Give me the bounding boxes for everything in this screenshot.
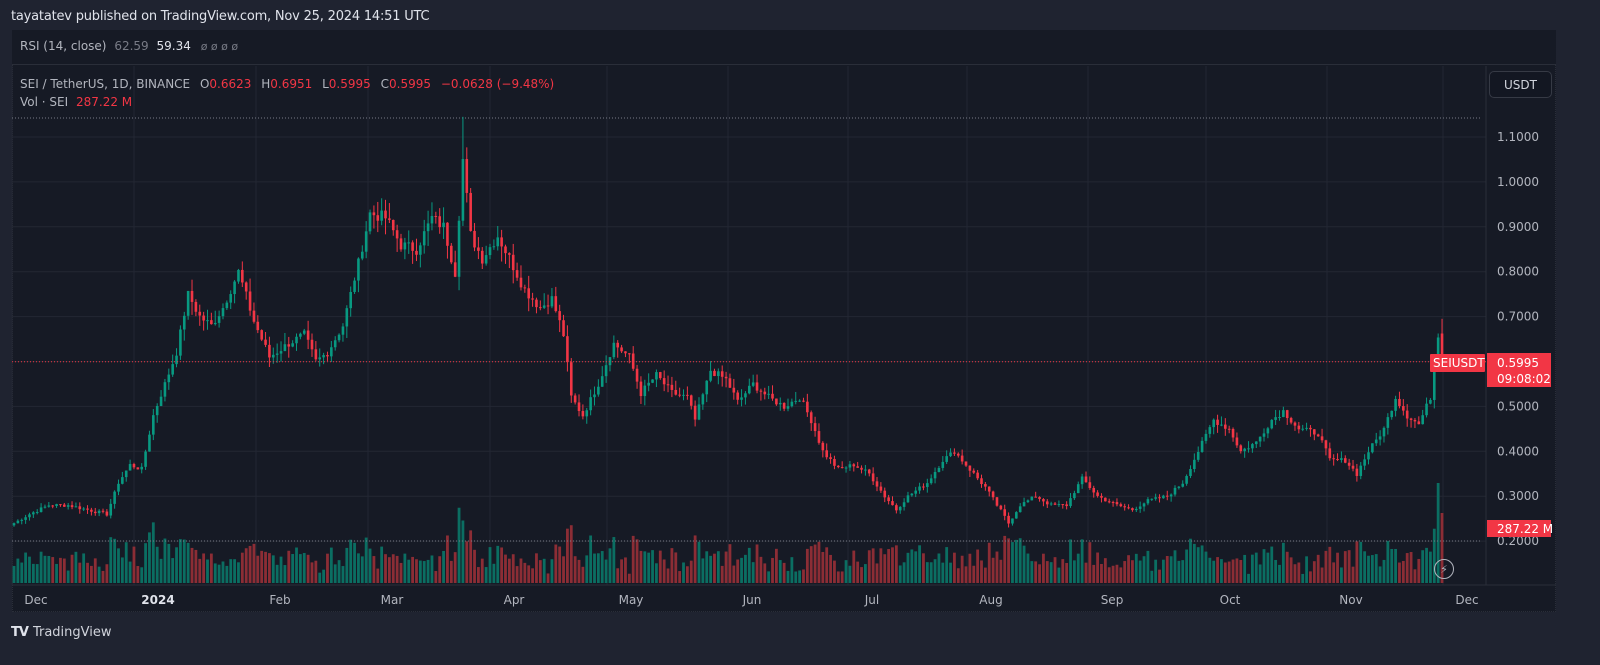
price-axis-label: 0.9000 — [1497, 220, 1539, 234]
last-price-tag — [1487, 353, 1551, 387]
price-axis-label: 0.5000 — [1497, 399, 1539, 413]
high-value: 0.6951 — [270, 77, 313, 91]
rsi-legend: RSI (14, close) 62.59 59.34 ø ø ø ø — [20, 39, 238, 53]
price-axis-label: 1.1000 — [1497, 130, 1539, 144]
time-axis-label: Oct — [1220, 593, 1241, 607]
price-axis-label: 0.3000 — [1497, 489, 1539, 503]
tradingview-logo-icon[interactable]: TV — [11, 625, 29, 640]
svg-text:0.5995: 0.5995 — [1497, 356, 1539, 370]
time-axis-label: Aug — [979, 593, 1002, 607]
price-axis-label: 0.4000 — [1497, 444, 1539, 458]
time-axis-label: 2024 — [141, 593, 174, 607]
price-axis-label: 1.0000 — [1497, 175, 1539, 189]
change-value: −0.0628 (−9.48%) — [440, 77, 555, 91]
time-axis-label: Feb — [269, 593, 290, 607]
low-value: 0.5995 — [328, 77, 371, 91]
time-axis-label: Jun — [742, 593, 762, 607]
volume-value: 287.22 M — [75, 95, 133, 109]
published-caption: tayatatev published on TradingView.com, … — [11, 9, 430, 24]
time-axis-label: Sep — [1101, 593, 1124, 607]
time-axis-label: Dec — [1455, 593, 1478, 607]
rsi-placeholders: ø ø ø ø — [200, 40, 239, 53]
time-axis-label: Nov — [1339, 593, 1362, 607]
svg-text:SEIUSDT: SEIUSDT — [1433, 356, 1485, 370]
time-axis-label: Mar — [381, 593, 404, 607]
symbol-price-tag — [1430, 354, 1485, 372]
time-axis-label: Dec — [24, 593, 47, 607]
symbol-name[interactable]: SEI / TetherUS, 1D, BINANCE — [20, 77, 191, 91]
rsi-value: 62.59 — [114, 39, 149, 53]
chart-frame — [12, 30, 1556, 612]
close-value: 0.5995 — [389, 77, 432, 91]
svg-text:287.22 M: 287.22 M — [1497, 522, 1553, 536]
footer: TV TradingView — [11, 625, 111, 640]
volume-row: Vol · SEI 287.22 M — [20, 93, 554, 111]
lightning-icon[interactable]: ⚡ — [1434, 559, 1454, 579]
ohlc-row: SEI / TetherUS, 1D, BINANCE O0.6623 H0.6… — [20, 77, 555, 91]
rsi-label: RSI (14, close) — [20, 39, 107, 53]
rsi-ma-value: 59.34 — [156, 39, 191, 53]
volume-label: Vol · SEI — [20, 95, 69, 109]
rsi-pane[interactable] — [12, 30, 1556, 65]
open-value: 0.6623 — [209, 77, 252, 91]
price-axis-label: 0.8000 — [1497, 265, 1539, 279]
brand-name[interactable]: TradingView — [32, 625, 112, 640]
svg-text:09:08:02: 09:08:02 — [1497, 372, 1551, 386]
price-axis-label: 0.2000 — [1497, 534, 1539, 548]
volume-tag — [1487, 520, 1551, 537]
price-axis-label: 0.7000 — [1497, 310, 1539, 324]
time-axis-label: Apr — [504, 593, 525, 607]
currency-button[interactable]: USDT — [1489, 71, 1552, 98]
symbol-legend: SEI / TetherUS, 1D, BINANCE O0.6623 H0.6… — [20, 75, 554, 111]
time-axis-label: May — [619, 593, 644, 607]
time-axis-label: Jul — [864, 593, 879, 607]
